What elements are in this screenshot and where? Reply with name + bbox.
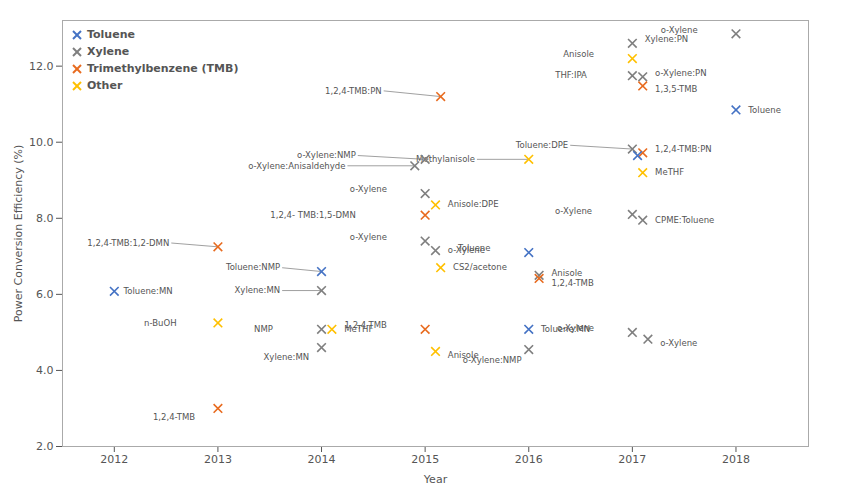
svg-text:Xylene:PN: Xylene:PN [645, 34, 688, 44]
svg-text:12.0: 12.0 [29, 60, 54, 73]
html-text:Xylene: Xylene [87, 45, 130, 58]
svg-text:o-Xylene:NMP: o-Xylene:NMP [297, 150, 356, 160]
svg-text:2.0: 2.0 [36, 440, 54, 453]
svg-text:n-BuOH: n-BuOH [144, 318, 176, 328]
svg-text:Toluene: Toluene [747, 105, 781, 115]
svg-text:o-Xylene: o-Xylene [350, 184, 387, 194]
svg-text:2018: 2018 [722, 453, 750, 466]
svg-text:MeTHF: MeTHF [655, 167, 684, 177]
svg-text:Anisole: Anisole [563, 49, 594, 59]
svg-text:o-Xylene:Anisaldehyde: o-Xylene:Anisaldehyde [248, 161, 345, 171]
svg-text:o-Xylene: o-Xylene [350, 232, 387, 242]
svg-text:2014: 2014 [308, 453, 336, 466]
svg-text:Toluene:NMP: Toluene:NMP [225, 262, 280, 272]
svg-text:1,2,4-TMB:PN: 1,2,4-TMB:PN [655, 144, 712, 154]
svg-text:1,2,4-TMB:PN: 1,2,4-TMB:PN [325, 86, 382, 96]
svg-text:1,2,4-TMB: 1,2,4-TMB [345, 320, 387, 330]
svg-text:CPME:Toluene: CPME:Toluene [655, 215, 714, 225]
svg-text:2017: 2017 [618, 453, 646, 466]
svg-text:o-Xylene: o-Xylene [557, 323, 594, 333]
svg-text:1,2,4-TMB: 1,2,4-TMB [551, 278, 593, 288]
svg-text:Methylanisole: Methylanisole [416, 154, 475, 164]
svg-text:o-Xylene: o-Xylene [555, 206, 592, 216]
svg-text:4.0: 4.0 [36, 364, 54, 377]
svg-text:Year: Year [423, 473, 448, 486]
svg-text:2012: 2012 [100, 453, 128, 466]
svg-text:8.0: 8.0 [36, 212, 54, 225]
svg-text:1,3,5-TMB: 1,3,5-TMB [655, 84, 697, 94]
svg-text:Anisole: Anisole [551, 268, 582, 278]
html-text:Trimethylbenzene (TMB): Trimethylbenzene (TMB) [87, 62, 239, 75]
svg-text:o-Xylene: o-Xylene [661, 25, 698, 35]
svg-text:2013: 2013 [204, 453, 232, 466]
svg-text:Toluene:MN: Toluene:MN [123, 286, 173, 296]
svg-text:1,2,4-TMB:1,2-DMN: 1,2,4-TMB:1,2-DMN [87, 238, 169, 248]
svg-text:2016: 2016 [515, 453, 543, 466]
svg-text:Toluene: Toluene [457, 243, 491, 253]
svg-text:o-Xylene:PN: o-Xylene:PN [655, 68, 706, 78]
svg-text:CS2/acetone: CS2/acetone [453, 262, 507, 272]
svg-text:NMP: NMP [254, 324, 273, 334]
html-text:Other: Other [87, 79, 123, 92]
svg-text:THF:IPA: THF:IPA [554, 70, 587, 80]
svg-text:10.0: 10.0 [29, 136, 54, 149]
svg-text:1,2,4-TMB: 1,2,4-TMB [153, 412, 195, 422]
svg-text:Power Conversion Efficiency (%: Power Conversion Efficiency (%) [12, 145, 25, 322]
svg-text:Xylene:MN: Xylene:MN [264, 352, 310, 362]
svg-text:o-Xylene: o-Xylene [660, 338, 697, 348]
html-text:Toluene: Toluene [87, 28, 135, 41]
svg-text:6.0: 6.0 [36, 288, 54, 301]
svg-text:Anisole:DPE: Anisole:DPE [448, 199, 499, 209]
svg-text:Toluene:DPE: Toluene:DPE [515, 140, 568, 150]
svg-text:o-Xylene:NMP: o-Xylene:NMP [463, 354, 522, 364]
svg-text:Xylene:MN: Xylene:MN [235, 285, 281, 295]
svg-text:1,2,4- TMB:1,5-DMN: 1,2,4- TMB:1,5-DMN [270, 210, 355, 220]
svg-text:2015: 2015 [411, 453, 439, 466]
